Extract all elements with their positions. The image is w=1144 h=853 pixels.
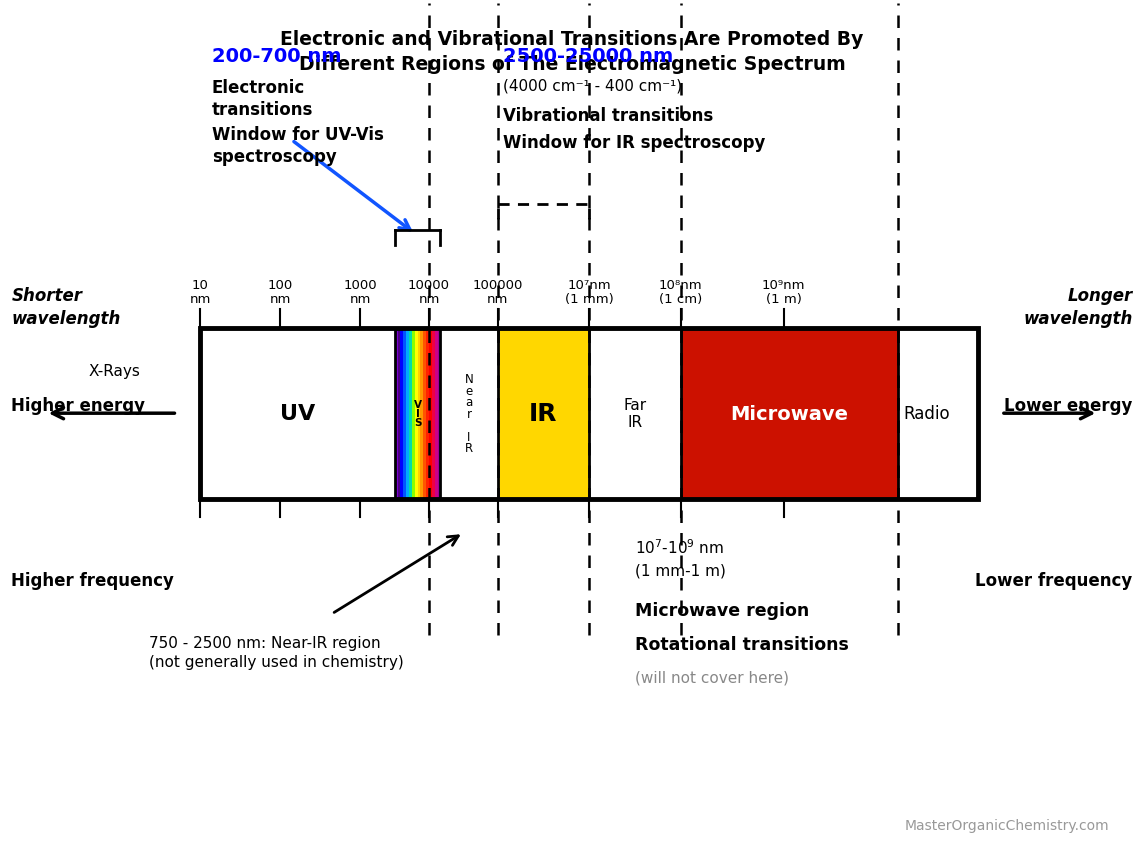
Text: Longer
wavelength: Longer wavelength (1023, 287, 1133, 328)
Text: 10⁸nm
(1 cm): 10⁸nm (1 cm) (659, 278, 702, 305)
Bar (406, 328, 408, 499)
Bar (403, 328, 406, 499)
Bar (414, 328, 418, 499)
Bar (412, 328, 414, 499)
Text: (1 mm-1 m): (1 mm-1 m) (635, 563, 725, 578)
Bar (200, 328, 978, 499)
Text: 750 - 2500 nm: Near-IR region
(not generally used in chemistry): 750 - 2500 nm: Near-IR region (not gener… (149, 635, 404, 669)
Text: Higher frequency: Higher frequency (11, 571, 174, 589)
Text: Lower energy: Lower energy (1004, 396, 1133, 415)
Bar (395, 328, 397, 499)
Text: Radio: Radio (904, 404, 951, 423)
Text: 100000
nm: 100000 nm (472, 278, 523, 305)
Bar (429, 328, 431, 499)
Bar (397, 328, 400, 499)
Bar (423, 328, 426, 499)
Text: (4000 cm⁻¹ - 400 cm⁻¹): (4000 cm⁻¹ - 400 cm⁻¹) (503, 78, 683, 94)
Bar (420, 328, 423, 499)
Bar (498, 328, 589, 499)
Text: Far
IR: Far IR (623, 397, 646, 430)
Text: Window for UV-Vis
spectroscopy: Window for UV-Vis spectroscopy (212, 125, 383, 165)
Bar (898, 328, 978, 499)
Text: Lower frequency: Lower frequency (976, 571, 1133, 589)
Text: (will not cover here): (will not cover here) (635, 670, 789, 685)
Text: 10000
nm: 10000 nm (408, 278, 450, 305)
Text: 2500-25000 nm: 2500-25000 nm (503, 47, 674, 66)
Text: MasterOrganicChemistry.com: MasterOrganicChemistry.com (905, 818, 1110, 832)
Bar (418, 328, 420, 499)
Text: UV: UV (280, 403, 315, 424)
Bar (437, 328, 440, 499)
Text: X-Rays: X-Rays (88, 363, 141, 379)
Text: N
e
a
r
 
I
R: N e a r I R (464, 373, 474, 455)
Bar (435, 328, 437, 499)
Text: 1000
nm: 1000 nm (343, 278, 378, 305)
Bar (589, 328, 681, 499)
Text: Rotational transitions: Rotational transitions (635, 635, 849, 653)
Bar (400, 328, 403, 499)
Text: Window for IR spectroscopy: Window for IR spectroscopy (503, 134, 765, 152)
Bar (408, 328, 412, 499)
Text: Vibrational transitions: Vibrational transitions (503, 107, 714, 125)
Bar (426, 328, 429, 499)
Bar (200, 328, 395, 499)
Text: 100
nm: 100 nm (268, 278, 293, 305)
Text: Shorter
wavelength: Shorter wavelength (11, 287, 121, 328)
Text: Microwave: Microwave (730, 404, 849, 423)
Bar (440, 328, 498, 499)
Text: 10
nm: 10 nm (190, 278, 210, 305)
Text: Microwave region: Microwave region (635, 601, 809, 619)
Text: 10⁹nm
(1 m): 10⁹nm (1 m) (762, 278, 805, 305)
Text: Electronic
transitions: Electronic transitions (212, 78, 313, 119)
Bar (681, 328, 898, 499)
Text: IR: IR (530, 402, 557, 426)
Bar (431, 328, 435, 499)
Text: Higher energy: Higher energy (11, 396, 145, 415)
Text: V
I
S: V I S (414, 399, 421, 428)
Text: Electronic and Vibrational Transitions Are Promoted By
Different Regions of The : Electronic and Vibrational Transitions A… (280, 30, 864, 74)
Text: 200-700 nm: 200-700 nm (212, 47, 341, 66)
Text: 10⁷nm
(1 mm): 10⁷nm (1 mm) (565, 278, 613, 305)
Text: $10^7$-$10^9$ nm: $10^7$-$10^9$ nm (635, 537, 724, 556)
